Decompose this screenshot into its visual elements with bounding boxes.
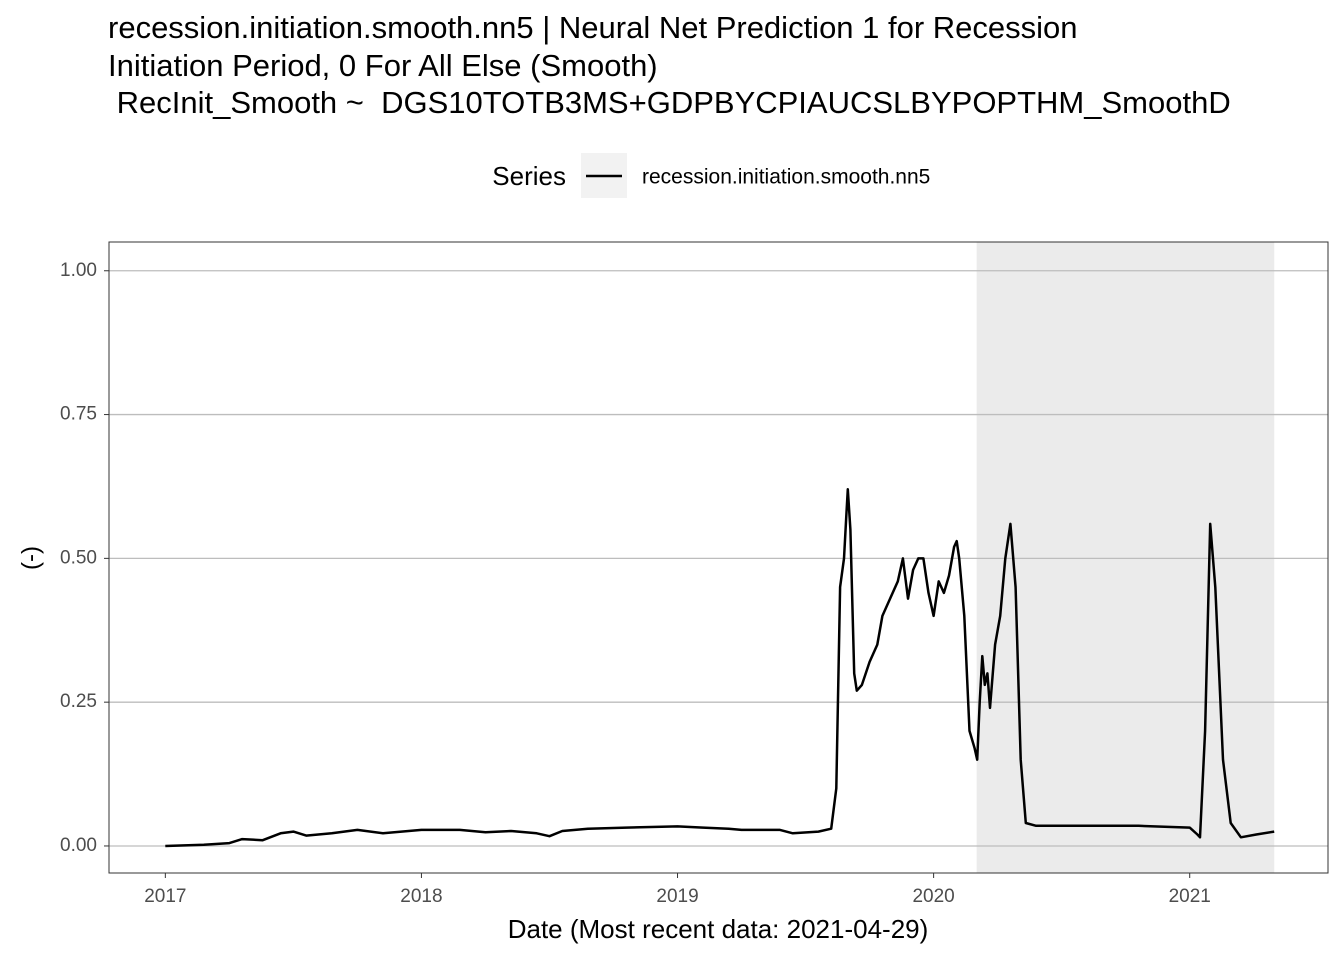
y-axis-label: (-) <box>17 546 44 570</box>
x-axis-label: Date (Most recent data: 2021-04-29) <box>508 914 929 944</box>
line-series <box>165 488 1275 848</box>
legend-label: recession.initiation.smooth.nn5 <box>642 166 930 189</box>
x-tick-label: 2021 <box>1169 886 1211 907</box>
x-tick-label: 2019 <box>656 886 698 907</box>
x-tick-label: 2018 <box>400 886 442 907</box>
legend-title: Series <box>492 161 566 191</box>
chart-title: recession.initiation.smooth.nn5 | Neural… <box>108 10 1078 45</box>
y-tick-label: 0.00 <box>60 835 97 856</box>
y-tick-label: 1.00 <box>60 260 97 281</box>
x-tick-label: 2017 <box>144 886 186 907</box>
chart-title: Initiation Period, 0 For All Else (Smoot… <box>108 48 658 83</box>
x-tick-label: 2020 <box>912 886 954 907</box>
y-tick-label: 0.50 <box>60 547 97 568</box>
panel-border <box>108 241 1329 874</box>
chart-title: RecInit_Smooth ~ DGS10TOTB3MS+GDPBYCPIAU… <box>108 85 1231 120</box>
y-tick-label: 0.25 <box>60 691 97 712</box>
y-tick-label: 0.75 <box>60 404 97 425</box>
